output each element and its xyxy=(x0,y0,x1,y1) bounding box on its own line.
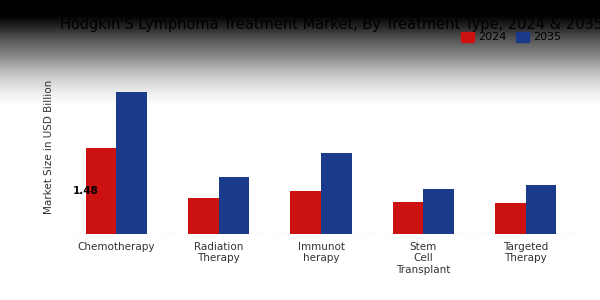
Y-axis label: Market Size in USD Billion: Market Size in USD Billion xyxy=(44,80,55,214)
Legend: 2024, 2035: 2024, 2035 xyxy=(456,27,566,47)
Bar xyxy=(86,148,116,234)
Bar xyxy=(392,202,424,234)
Text: Hodgkin'S Lymphoma Treatment Market, By Treatment Type, 2024 & 2035: Hodgkin'S Lymphoma Treatment Market, By … xyxy=(60,17,600,32)
Bar xyxy=(321,153,352,234)
Bar xyxy=(495,203,526,234)
Bar xyxy=(424,189,454,234)
Bar xyxy=(218,177,250,234)
Bar xyxy=(290,190,321,234)
Text: 1.48: 1.48 xyxy=(73,186,99,196)
Bar xyxy=(116,92,147,234)
Bar xyxy=(526,185,556,234)
Bar xyxy=(188,198,218,234)
